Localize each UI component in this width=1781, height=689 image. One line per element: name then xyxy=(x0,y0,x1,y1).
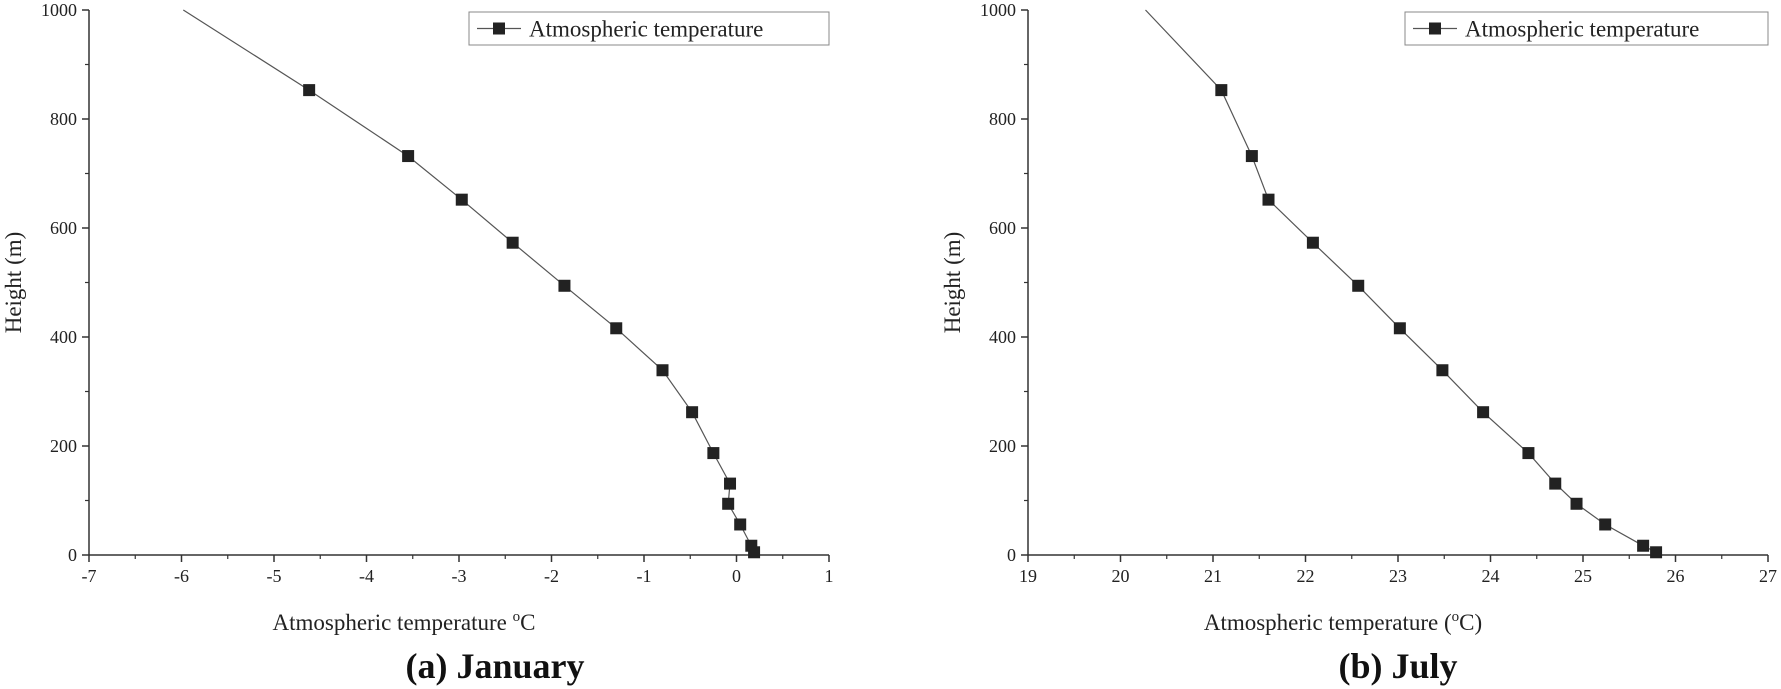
panel-b-x-tick-label: 19 xyxy=(1019,566,1037,586)
panel-a-x-tick-label: 0 xyxy=(732,566,741,586)
panel-b-x-axis-label: Atmospheric temperature (oC) xyxy=(1204,609,1482,635)
panel-b-data-point xyxy=(1522,447,1535,460)
panel-a-x-tick-label: -6 xyxy=(174,566,189,586)
panel-b-x-tick-label: 21 xyxy=(1204,566,1222,586)
panel-a-caption: (a) January xyxy=(406,646,585,686)
panel-b-x-tick-label: 20 xyxy=(1112,566,1130,586)
panel-a-data-point xyxy=(303,84,316,97)
panel-b: 0 200 400 600 800 1000 19 20 21 22 23 24 25 26 27 Heigh… xyxy=(940,0,1777,686)
panel-a-data-point xyxy=(506,236,519,249)
panel-b-legend-box xyxy=(1404,11,1769,46)
panel-b-data-point xyxy=(1436,364,1449,377)
panel-b-data-point xyxy=(1599,518,1612,531)
panel-b-x-tick-label: 25 xyxy=(1574,566,1592,586)
panel-a-legend: Atmospheric temperature xyxy=(468,11,830,46)
panel-b-y-tick-label: 800 xyxy=(989,109,1016,129)
panel-b-x-tick-label: 23 xyxy=(1389,566,1407,586)
panel-a-data-point xyxy=(455,193,468,206)
panel-b-legend-label: Atmospheric temperature xyxy=(1465,17,1699,42)
panel-a-x-tick-label: 1 xyxy=(825,566,834,586)
panel-a-series-line xyxy=(182,9,755,553)
panel-b-x-tick-label: 27 xyxy=(1759,566,1777,586)
panel-b-x-tick-label: 24 xyxy=(1482,566,1500,586)
panel-a-data-point xyxy=(402,150,415,163)
panel-a-data-point xyxy=(656,364,669,377)
panel-b-data-point xyxy=(1570,497,1583,510)
panel-b-data-point xyxy=(1650,546,1663,559)
panel-b-y-tick-label: 400 xyxy=(989,327,1016,347)
panel-b-y-axis-label: Height (m) xyxy=(940,232,965,334)
panel-a-x-tick-label: -1 xyxy=(637,566,652,586)
panel-a-y-tick-label: 400 xyxy=(50,327,77,347)
panel-b-data-point xyxy=(1215,84,1228,97)
panel-b-data-point xyxy=(1549,477,1562,490)
panel-b-data-point xyxy=(1393,322,1406,335)
panel-b-y-tick-label: 200 xyxy=(989,436,1016,456)
panel-a-y-tick-label: 800 xyxy=(50,109,77,129)
panel-a-data-point xyxy=(686,406,699,419)
panel-b-data-point xyxy=(1352,279,1365,292)
panel-a-data-point xyxy=(610,322,623,335)
panel-b-data-point xyxy=(1477,406,1490,419)
panel-a-legend-box xyxy=(468,11,830,46)
panel-b-data-point xyxy=(1637,539,1650,552)
panel-a-x-axis-label: Atmospheric temperature oC xyxy=(273,609,536,635)
panel-b-x-tick-label: 22 xyxy=(1297,566,1315,586)
panel-b-y-tick-label: 1000 xyxy=(980,0,1016,20)
panel-b-y-tick-label: 600 xyxy=(989,218,1016,238)
panel-b-data-point xyxy=(1306,236,1319,249)
panel-a-x-tick-label: -3 xyxy=(452,566,467,586)
panel-a-x-tick-label: -5 xyxy=(267,566,282,586)
panel-b-caption: (b) July xyxy=(1338,646,1457,686)
panel-a-y-tick-label: 1000 xyxy=(41,0,77,20)
panel-a-legend-marker xyxy=(493,22,505,35)
panel-a-y-axis-label: Height (m) xyxy=(1,232,26,334)
panel-a-y-tick-label: 600 xyxy=(50,218,77,238)
panel-b-y-tick-label: 0 xyxy=(1007,545,1016,565)
panel-b-legend: Atmospheric temperature xyxy=(1404,11,1769,46)
panel-b-legend-marker xyxy=(1429,22,1441,35)
panel-a-data-point xyxy=(724,477,737,490)
panel-a-data-point xyxy=(722,497,735,510)
panel-b-data-point xyxy=(1262,193,1275,206)
panel-b-x-tick-label: 26 xyxy=(1667,566,1685,586)
panel-a-x-tick-label: -7 xyxy=(82,566,97,586)
panel-a-x-tick-label: -2 xyxy=(544,566,559,586)
panel-a-y-tick-label: 0 xyxy=(68,545,77,565)
panel-a-x-tick-label: -4 xyxy=(359,566,374,586)
panel-b-data-point xyxy=(1245,150,1258,163)
panel-a: 0 200 400 600 800 1000 -7 -6 -5 -4 -3 -2 -1 0 1 Height … xyxy=(1,0,834,686)
panel-a-data-point xyxy=(734,518,747,531)
panel-a-data-point xyxy=(558,279,571,292)
panel-a-y-tick-label: 200 xyxy=(50,436,77,456)
panel-a-data-point xyxy=(748,546,761,559)
panel-a-data-point xyxy=(707,447,720,460)
panel-a-legend-label: Atmospheric temperature xyxy=(529,17,763,42)
